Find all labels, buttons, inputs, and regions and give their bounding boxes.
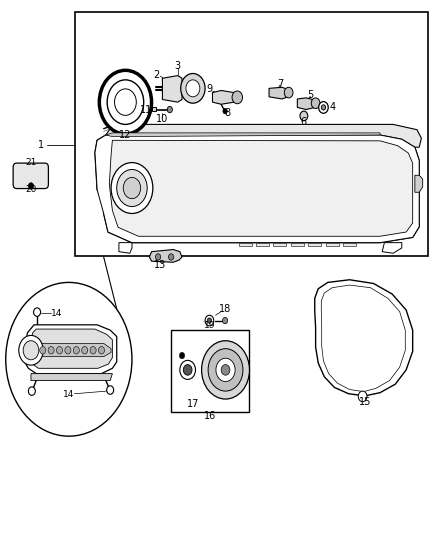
Polygon shape — [315, 280, 413, 396]
Text: 21: 21 — [25, 158, 37, 167]
Text: 11: 11 — [140, 104, 152, 115]
Circle shape — [180, 352, 185, 359]
Text: 4: 4 — [329, 102, 335, 112]
Polygon shape — [162, 76, 182, 102]
Circle shape — [201, 341, 250, 399]
Polygon shape — [343, 243, 356, 246]
Text: 15: 15 — [359, 397, 371, 407]
Circle shape — [205, 316, 214, 326]
Polygon shape — [152, 108, 156, 111]
FancyBboxPatch shape — [13, 163, 48, 189]
Polygon shape — [269, 87, 288, 99]
Polygon shape — [95, 135, 419, 243]
Bar — [75, 12, 428, 256]
Circle shape — [19, 335, 43, 365]
Polygon shape — [291, 243, 304, 246]
Circle shape — [65, 346, 71, 354]
Text: 1: 1 — [38, 140, 44, 150]
Polygon shape — [256, 243, 269, 246]
Circle shape — [73, 346, 79, 354]
Text: 7: 7 — [277, 78, 283, 88]
Circle shape — [207, 318, 212, 323]
Circle shape — [117, 169, 147, 207]
Circle shape — [184, 365, 192, 375]
Text: 14: 14 — [63, 390, 74, 399]
Circle shape — [28, 183, 34, 189]
Circle shape — [223, 317, 228, 324]
Polygon shape — [321, 285, 405, 392]
Circle shape — [107, 386, 114, 394]
Circle shape — [300, 111, 308, 120]
Text: 14: 14 — [51, 309, 63, 318]
Polygon shape — [239, 243, 252, 246]
Circle shape — [123, 177, 141, 199]
Circle shape — [208, 349, 243, 391]
Polygon shape — [110, 140, 413, 236]
Text: 19: 19 — [204, 321, 215, 330]
Circle shape — [34, 308, 41, 317]
Circle shape — [167, 107, 173, 113]
Polygon shape — [35, 343, 111, 357]
Polygon shape — [382, 243, 402, 253]
Text: 20: 20 — [25, 185, 37, 194]
Bar — [171, 330, 250, 413]
Circle shape — [28, 387, 35, 395]
Polygon shape — [28, 329, 113, 368]
Circle shape — [115, 89, 136, 115]
Circle shape — [319, 102, 328, 114]
Circle shape — [48, 346, 54, 354]
Polygon shape — [297, 98, 315, 110]
Circle shape — [358, 391, 367, 402]
Polygon shape — [24, 325, 117, 374]
Circle shape — [221, 365, 230, 375]
Polygon shape — [212, 91, 234, 104]
Polygon shape — [149, 249, 182, 262]
Circle shape — [232, 91, 243, 104]
Circle shape — [223, 109, 227, 114]
Polygon shape — [31, 374, 113, 381]
Text: 10: 10 — [156, 114, 169, 124]
Circle shape — [23, 341, 39, 360]
Polygon shape — [106, 124, 421, 147]
Polygon shape — [325, 243, 339, 246]
Circle shape — [169, 254, 174, 260]
Circle shape — [99, 70, 152, 134]
Circle shape — [90, 346, 96, 354]
Circle shape — [107, 80, 144, 124]
Polygon shape — [119, 243, 132, 253]
Circle shape — [311, 98, 320, 109]
Polygon shape — [95, 135, 419, 243]
Polygon shape — [415, 175, 423, 192]
Polygon shape — [106, 133, 380, 136]
Text: 2: 2 — [153, 70, 159, 79]
Text: 6: 6 — [301, 117, 307, 127]
Circle shape — [155, 254, 161, 260]
Circle shape — [111, 163, 153, 214]
Circle shape — [40, 346, 46, 354]
Text: 17: 17 — [187, 399, 199, 409]
Circle shape — [81, 346, 88, 354]
Circle shape — [180, 360, 195, 379]
Text: 8: 8 — [224, 108, 230, 118]
Circle shape — [321, 105, 325, 110]
Text: 3: 3 — [175, 61, 181, 71]
Circle shape — [216, 358, 235, 382]
Circle shape — [181, 74, 205, 103]
Circle shape — [186, 80, 200, 97]
Circle shape — [284, 87, 293, 98]
Circle shape — [99, 346, 105, 354]
Text: 16: 16 — [204, 411, 216, 421]
Polygon shape — [308, 243, 321, 246]
Text: 13: 13 — [154, 260, 166, 270]
Text: 5: 5 — [307, 90, 314, 100]
Polygon shape — [273, 243, 286, 246]
Text: 9: 9 — [206, 84, 212, 94]
Circle shape — [57, 346, 63, 354]
Text: 18: 18 — [219, 304, 232, 314]
Text: 12: 12 — [119, 130, 131, 140]
